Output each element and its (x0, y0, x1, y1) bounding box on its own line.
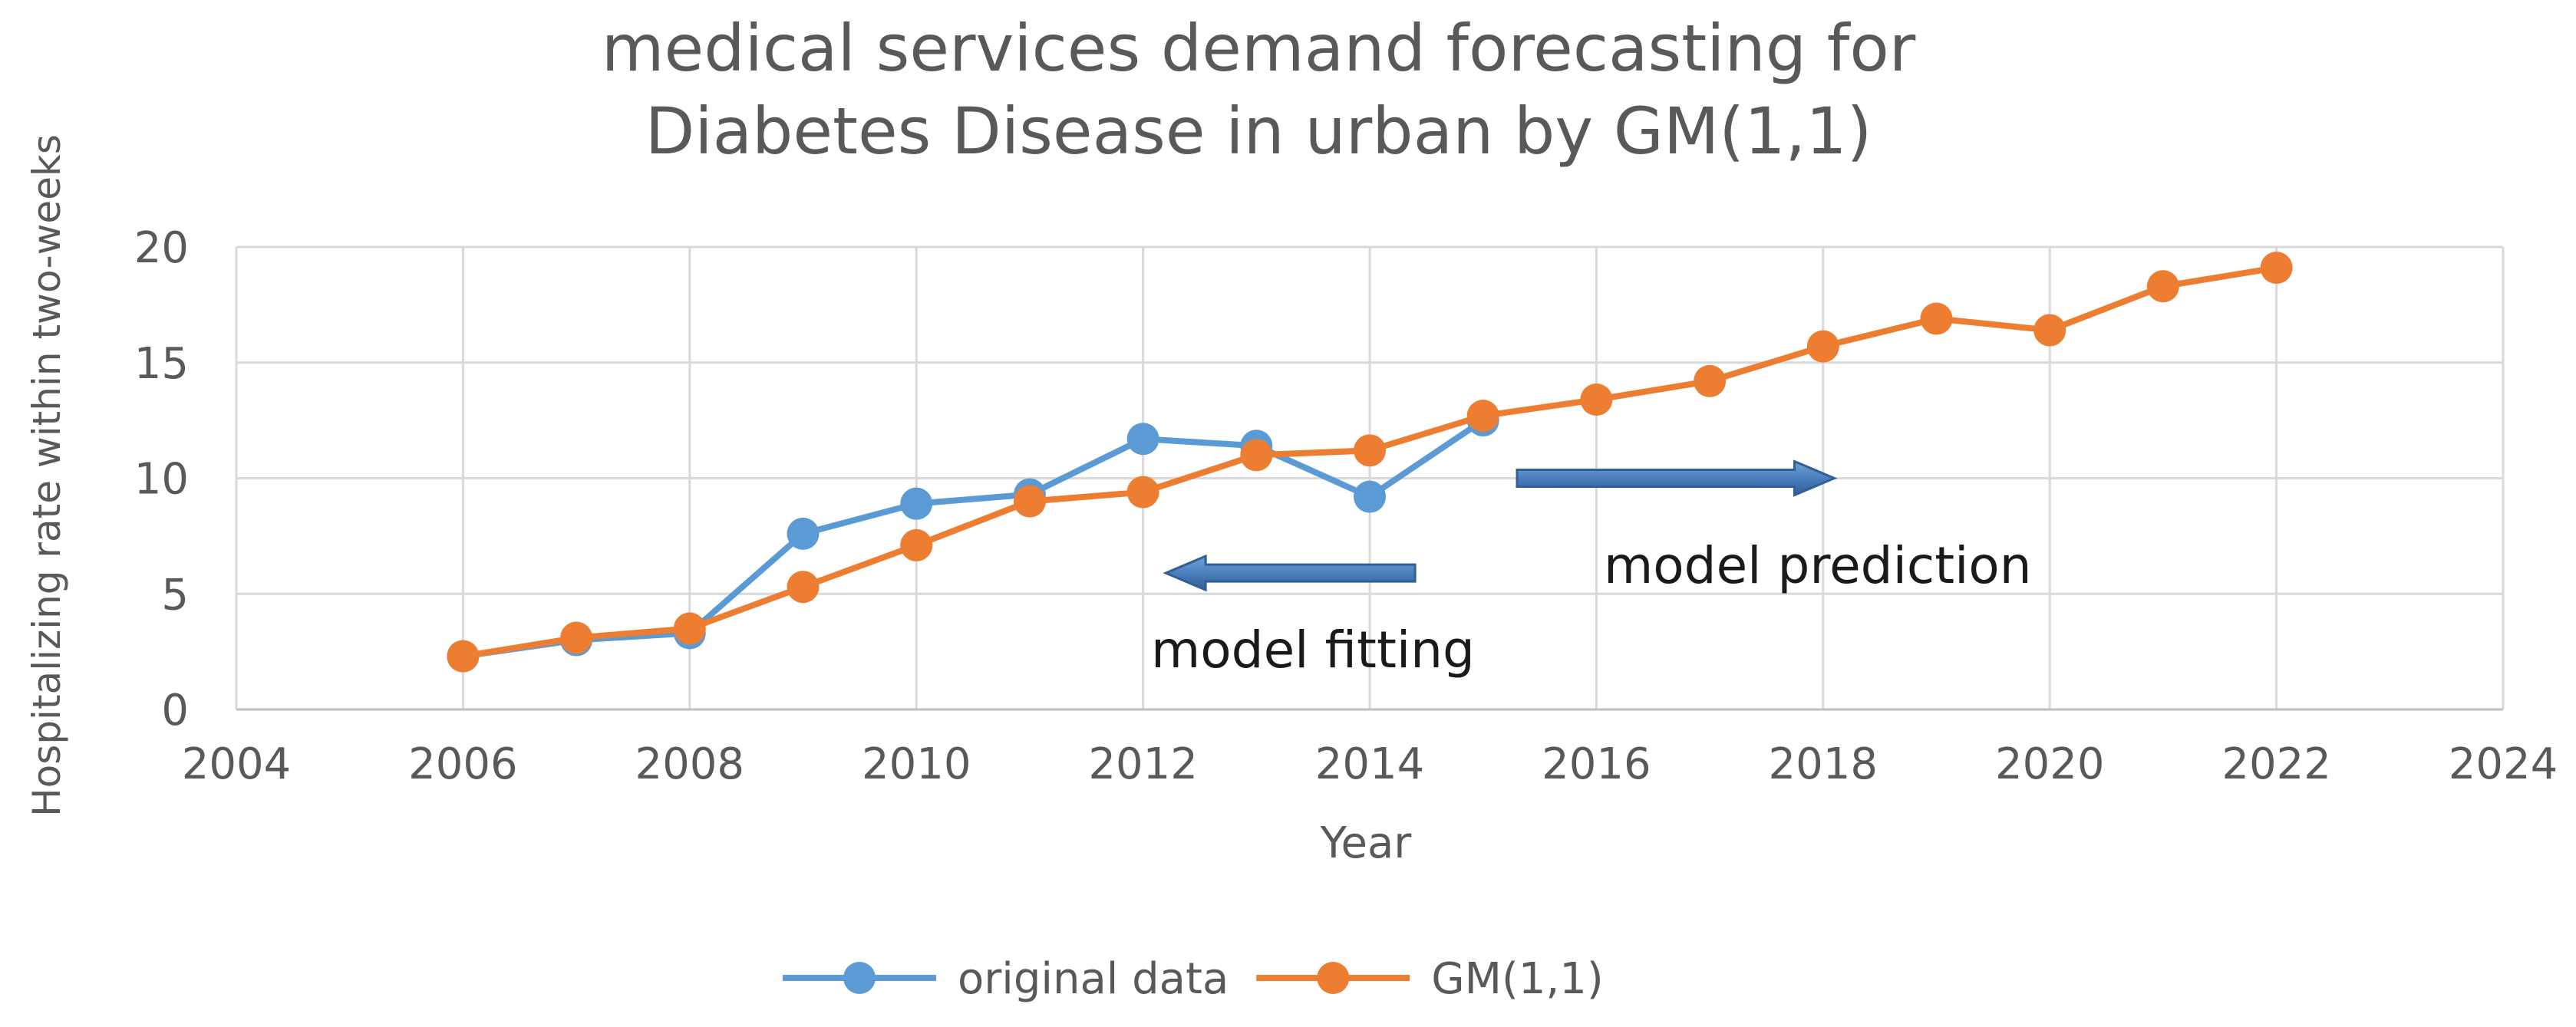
gm11-point (2260, 252, 2293, 285)
gm11-point (1580, 383, 1613, 416)
chart-title-line-2: Diabetes Disease in urban by GM(1,1) (645, 94, 1872, 169)
original-data-point (900, 487, 933, 520)
x-tick-label: 2022 (2221, 739, 2331, 789)
gm11-point (1354, 434, 1386, 467)
x-tick-label: 2004 (182, 739, 292, 789)
annotation-model-prediction: model prediction (1604, 536, 2032, 595)
x-tick-label: 2024 (2449, 739, 2558, 789)
original-data-point (787, 517, 820, 550)
fitting-arrow (1163, 554, 1417, 592)
y-tick-label: 0 (161, 686, 189, 736)
x-tick-label: 2012 (1088, 739, 1198, 789)
gm11-point (900, 528, 933, 561)
original-data-point (1354, 480, 1386, 513)
x-tick-label: 2014 (1315, 739, 1425, 789)
y-tick-label: 15 (134, 339, 189, 389)
chart-title-line-1: medical services demand forecasting for (602, 11, 1916, 86)
y-tick-label: 10 (134, 455, 189, 505)
gm11-point (1240, 439, 1273, 472)
gm11-point (2146, 270, 2179, 303)
annotations: model fitting model prediction (1151, 459, 2032, 680)
legend-label-original-data: original data (958, 954, 1229, 1004)
gm11-point (1694, 364, 1727, 397)
gm11-point (1466, 400, 1499, 433)
axes: 0 5 10 15 20 2004 2006 2008 2010 2012 2014 2016 2018… (134, 223, 2558, 789)
x-tick-label: 2008 (635, 739, 745, 789)
legend-label-gm11: GM(1,1) (1431, 954, 1603, 1004)
legend: original data GM(1,1) (783, 954, 1604, 1004)
y-tick-label: 20 (134, 223, 189, 273)
annotation-model-fitting: model fitting (1151, 620, 1475, 680)
gm11-point (673, 612, 706, 645)
legend-marker-gm11 (1317, 962, 1350, 994)
series-line-original-data (462, 417, 1485, 660)
gm11-point (1806, 330, 1839, 363)
y-tick-label: 5 (161, 570, 189, 620)
x-tick-label: 2010 (862, 739, 971, 789)
gm11-point (2033, 314, 2066, 347)
gm11-point (787, 571, 820, 604)
gm11-point (1013, 485, 1046, 518)
legend-marker-original-data (843, 962, 876, 994)
original-data-point (1126, 423, 1159, 456)
x-axis-label: Year (1320, 818, 1413, 868)
gm11-point (1920, 302, 1953, 335)
x-tick-label: 2020 (1995, 739, 2105, 789)
gm11-point (447, 640, 480, 673)
x-tick-label: 2016 (1542, 739, 1651, 789)
gm11-point (560, 621, 593, 654)
series (447, 252, 2293, 673)
y-axis-label: Hospitalizing rate within two-weeks (25, 134, 69, 817)
gm11-point (1126, 476, 1159, 509)
x-tick-label: 2018 (1769, 739, 1878, 789)
prediction-arrow (1516, 459, 1838, 497)
x-tick-label: 2006 (408, 739, 518, 789)
